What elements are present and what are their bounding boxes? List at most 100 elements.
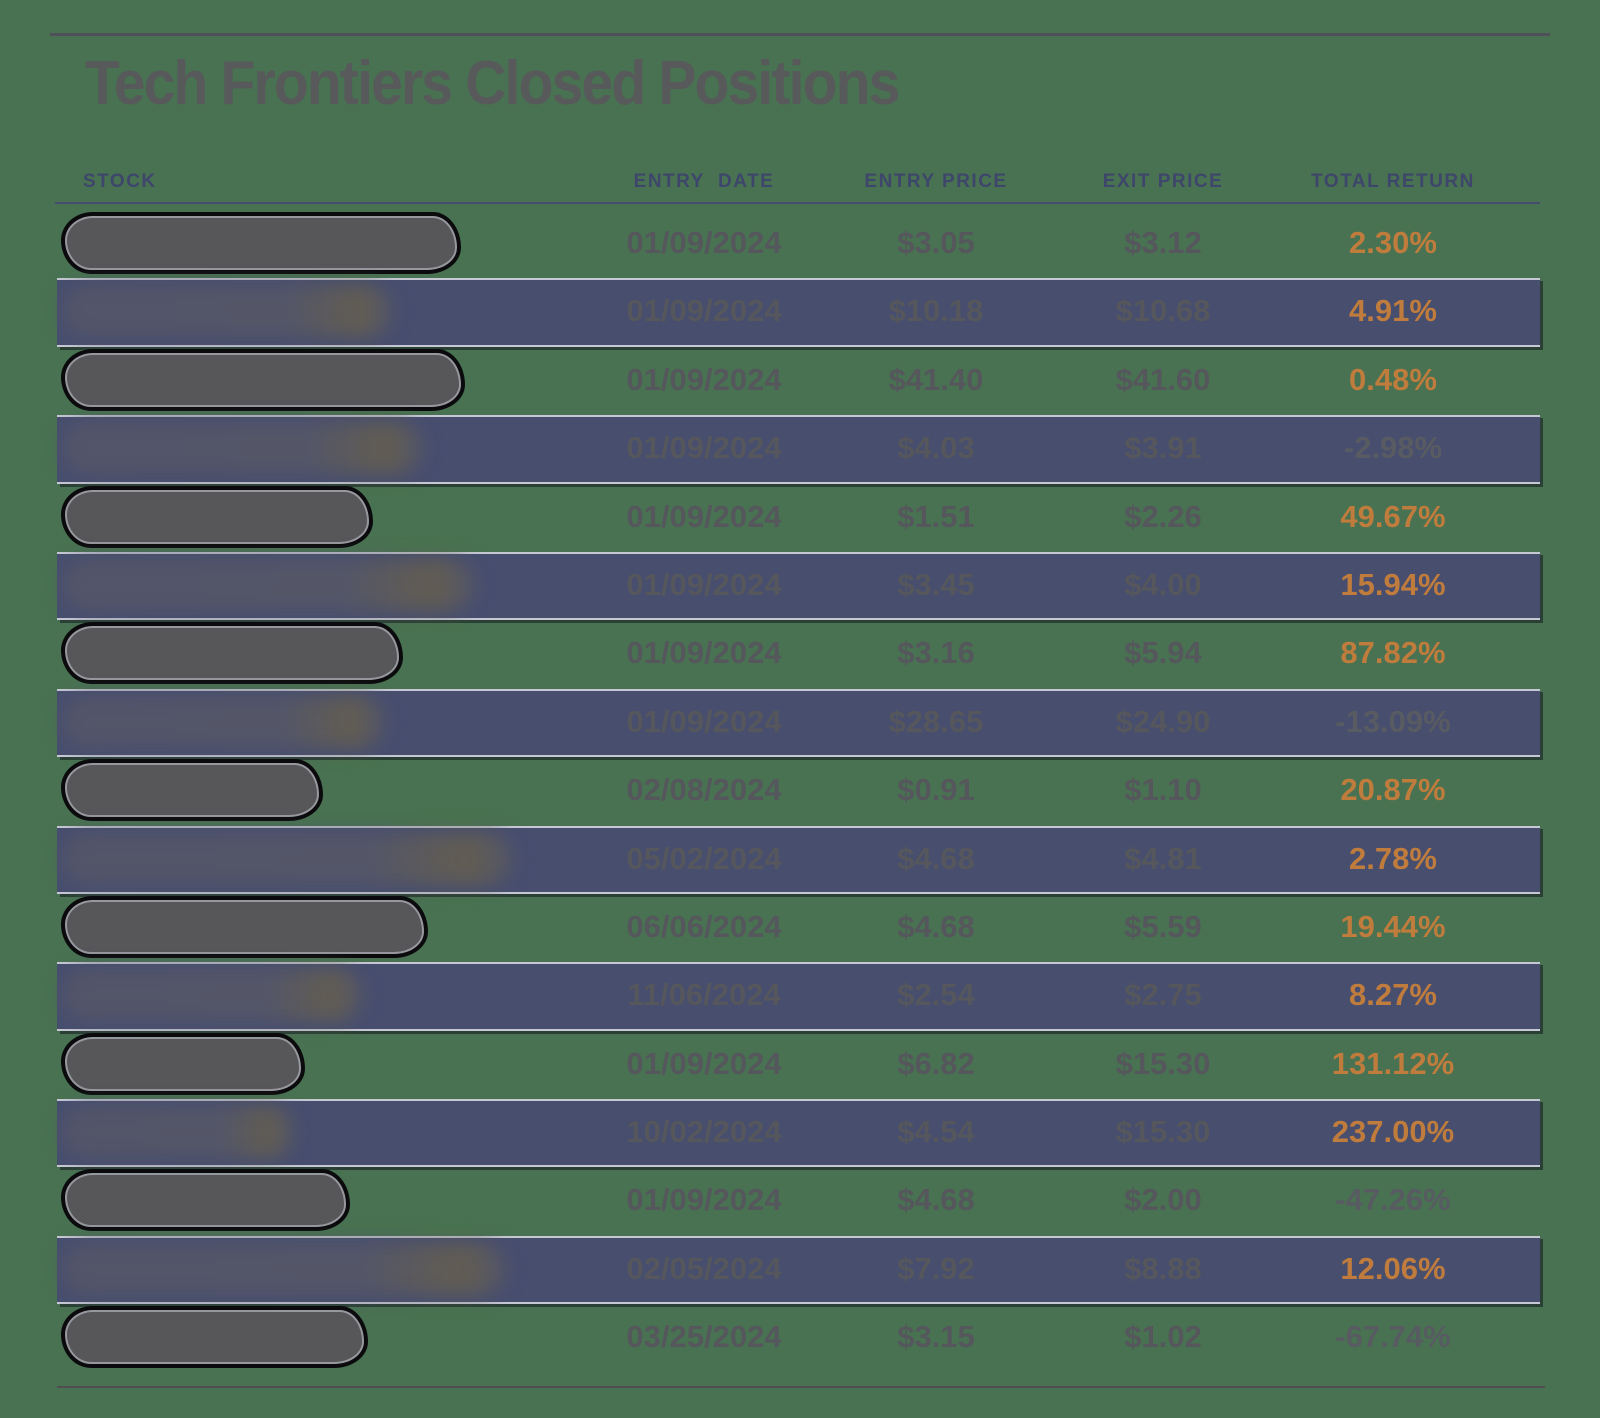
table-row: 06/06/2024 $4.68 $5.59 19.44% xyxy=(57,894,1540,962)
bottom-divider-line xyxy=(57,1386,1545,1388)
cell-entry-price: $4.03 xyxy=(897,430,975,466)
redacted-stock-name xyxy=(65,763,319,818)
redacted-stock-name xyxy=(65,352,461,407)
column-header-stock: STOCK xyxy=(83,171,157,192)
cell-exit-price: $4.00 xyxy=(1124,566,1202,602)
redacted-stock-name xyxy=(65,899,424,954)
cell-exit-price: $5.94 xyxy=(1124,635,1202,671)
header-underline xyxy=(55,202,1540,204)
cell-exit-price: $1.02 xyxy=(1124,1319,1202,1355)
cell-exit-price: $2.75 xyxy=(1124,977,1202,1013)
cell-entry-price: $3.15 xyxy=(897,1319,975,1355)
redacted-stock-name xyxy=(65,216,457,270)
redacted-stock-name xyxy=(63,422,423,475)
cell-exit-price: $2.00 xyxy=(1124,1182,1202,1218)
table-row: 01/09/2024 $41.40 $41.60 0.48% xyxy=(57,347,1540,415)
page-title: Tech Frontiers Closed Positions xyxy=(85,49,900,118)
cell-exit-price: $3.12 xyxy=(1124,225,1202,260)
column-header-exit-price: EXIT PRICE xyxy=(1102,171,1224,192)
cell-total-return: 49.67% xyxy=(1340,498,1446,534)
cell-total-return: 4.91% xyxy=(1349,293,1437,329)
cell-exit-price: $8.88 xyxy=(1124,1250,1202,1286)
cell-entry-date: 01/09/2024 xyxy=(626,1182,782,1218)
cell-exit-price: $41.60 xyxy=(1115,361,1211,397)
cell-entry-price: $3.05 xyxy=(897,225,975,260)
table-row: 01/09/2024 $28.65 $24.90 -13.09% xyxy=(57,688,1540,758)
redacted-stock-name xyxy=(65,1310,364,1365)
redacted-stock-name xyxy=(65,626,399,681)
cell-entry-date: 11/06/2024 xyxy=(627,977,781,1013)
cell-entry-price: $41.40 xyxy=(888,361,984,397)
cell-entry-date: 05/02/2024 xyxy=(626,840,782,876)
cell-total-return: 12.06% xyxy=(1340,1250,1446,1286)
cell-entry-date: 03/25/2024 xyxy=(626,1319,782,1355)
cell-exit-price: $1.10 xyxy=(1124,772,1202,808)
cell-entry-price: $4.68 xyxy=(897,1182,975,1218)
cell-entry-date: 01/09/2024 xyxy=(626,293,782,329)
cell-entry-date: 01/09/2024 xyxy=(626,430,782,466)
table-row: 10/02/2024 $4.54 $15.30 237.00% xyxy=(57,1099,1540,1168)
table-row: 11/06/2024 $2.54 $2.75 8.27% xyxy=(57,962,1540,1031)
cell-exit-price: $15.30 xyxy=(1115,1114,1211,1150)
column-header-entry-date: ENTRY DATE xyxy=(633,171,775,192)
table-row: 02/08/2024 $0.91 $1.10 20.87% xyxy=(57,757,1540,825)
cell-exit-price: $24.90 xyxy=(1115,703,1211,739)
cell-entry-price: $28.65 xyxy=(888,703,984,739)
column-header-entry-price: ENTRY PRICE xyxy=(864,171,1008,192)
cell-exit-price: $3.91 xyxy=(1124,430,1202,466)
cell-entry-date: 01/09/2024 xyxy=(626,635,782,671)
redacted-stock-name xyxy=(63,285,393,338)
table-row: 05/02/2024 $4.68 $4.81 2.78% xyxy=(57,825,1540,894)
top-divider-line xyxy=(50,33,1550,36)
cell-entry-price: $3.16 xyxy=(897,635,975,671)
table-row: 01/09/2024 $3.05 $3.12 2.30% xyxy=(57,210,1540,278)
cell-entry-price: $2.54 xyxy=(897,977,975,1013)
table-row: 01/09/2024 $10.18 $10.68 4.91% xyxy=(57,278,1540,347)
cell-exit-price: $5.59 xyxy=(1124,908,1202,944)
cell-exit-price: $15.30 xyxy=(1115,1045,1211,1081)
redacted-stock-name xyxy=(65,1036,301,1091)
redacted-stock-name xyxy=(65,1173,346,1228)
redacted-stock-name xyxy=(63,1106,294,1159)
cell-total-return: 237.00% xyxy=(1331,1114,1455,1150)
table-header-row: STOCK ENTRY DATE ENTRY PRICE EXIT PRICE … xyxy=(57,166,1540,198)
cell-entry-price: $0.91 xyxy=(897,772,975,808)
cell-total-return: 131.12% xyxy=(1331,1045,1455,1081)
table-body: 01/09/2024 $3.05 $3.12 2.30% 01/09/2024 $10.1… xyxy=(57,210,1540,1373)
redacted-stock-name xyxy=(63,695,385,748)
cell-entry-price: $1.51 xyxy=(897,498,975,534)
redacted-stock-name xyxy=(63,969,363,1022)
cell-total-return: 20.87% xyxy=(1340,772,1446,808)
cell-entry-date: 01/09/2024 xyxy=(626,566,782,602)
cell-total-return: -47.26% xyxy=(1335,1182,1451,1218)
table-row: 03/25/2024 $3.15 $1.02 -67.74% xyxy=(57,1304,1540,1372)
cell-entry-date: 01/09/2024 xyxy=(626,361,782,397)
cell-entry-price: $7.92 xyxy=(897,1250,975,1286)
cell-entry-price: $4.68 xyxy=(897,840,975,876)
table-row: 01/09/2024 $1.51 $2.26 49.67% xyxy=(57,484,1540,552)
table-row: 01/09/2024 $3.16 $5.94 87.82% xyxy=(57,620,1540,688)
table-row: 01/09/2024 $6.82 $15.30 131.12% xyxy=(57,1031,1540,1099)
cell-total-return: 19.44% xyxy=(1340,908,1446,944)
table-row: 01/09/2024 $3.45 $4.00 15.94% xyxy=(57,551,1540,621)
cell-total-return: -2.98% xyxy=(1343,430,1443,466)
table-row: 01/09/2024 $4.03 $3.91 -2.98% xyxy=(57,415,1540,484)
cell-total-return: 2.30% xyxy=(1349,225,1437,260)
cell-entry-price: $3.45 xyxy=(897,566,975,602)
redacted-stock-name xyxy=(63,832,513,885)
cell-entry-date: 01/09/2024 xyxy=(626,703,782,739)
cell-total-return: -67.74% xyxy=(1335,1319,1451,1355)
cell-entry-price: $4.68 xyxy=(897,908,975,944)
table-row: 01/09/2024 $4.68 $2.00 -47.26% xyxy=(57,1167,1540,1235)
cell-entry-date: 01/09/2024 xyxy=(626,1045,782,1081)
cell-total-return: 8.27% xyxy=(1349,977,1437,1013)
cell-total-return: -13.09% xyxy=(1335,703,1451,739)
cell-total-return: 15.94% xyxy=(1340,566,1446,602)
cell-entry-date: 01/09/2024 xyxy=(626,498,782,534)
cell-entry-price: $6.82 xyxy=(897,1045,975,1081)
redacted-stock-name xyxy=(63,1242,506,1295)
redacted-stock-name xyxy=(63,558,475,611)
cell-entry-price: $10.18 xyxy=(888,293,984,329)
cell-entry-price: $4.54 xyxy=(897,1114,975,1150)
cell-entry-date: 02/05/2024 xyxy=(626,1250,782,1286)
